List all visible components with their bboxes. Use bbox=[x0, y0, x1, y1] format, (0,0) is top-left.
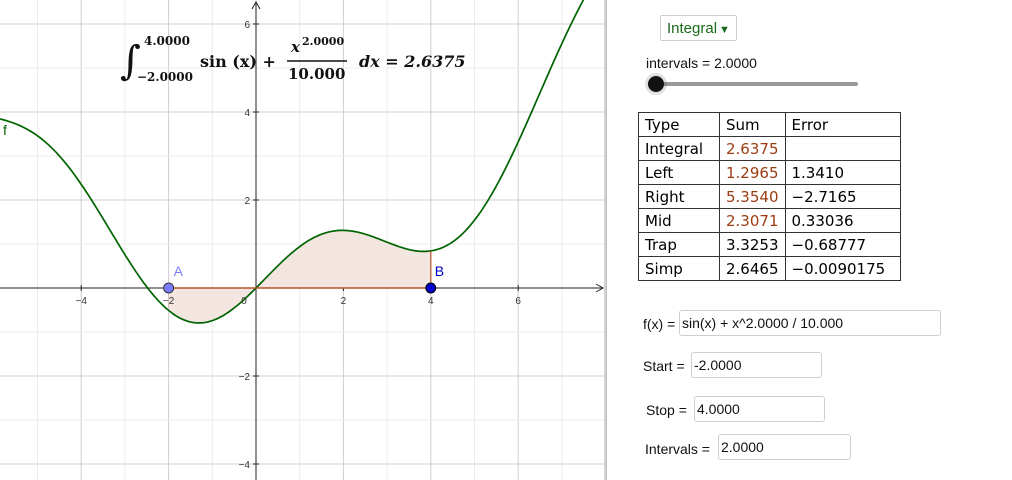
stop-label: Stop = bbox=[646, 402, 687, 418]
x-tick-label: 6 bbox=[515, 296, 521, 307]
intervals-label: Intervals = bbox=[645, 441, 710, 457]
table-cell: 2.3071 bbox=[719, 208, 786, 233]
table-header-cell: Error bbox=[784, 112, 901, 137]
table-row: Integral 2.6375 bbox=[638, 136, 901, 161]
integral-formula: ∫ 4.0000 −2.0000 sin (x) + x 2.0000 10.0… bbox=[120, 34, 466, 84]
fx-input[interactable]: sin(x) + x^2.0000 / 10.000 bbox=[679, 310, 941, 336]
table-cell: 2.6375 bbox=[719, 136, 786, 161]
y-tick-label: 2 bbox=[244, 196, 250, 207]
triangle-down-icon: ▼ bbox=[719, 24, 730, 36]
table-row: Left 1.2965 1.3410 bbox=[638, 160, 901, 185]
y-tick-label: −4 bbox=[239, 460, 251, 471]
integral-body: sin (x) + bbox=[200, 52, 276, 71]
tick-labels: −4 −2 0 2 4 6 6 4 2 −2 −4 bbox=[75, 20, 521, 471]
x-tick-label: 4 bbox=[428, 296, 434, 307]
integral-upper-limit: 4.0000 bbox=[144, 34, 190, 48]
y-tick-label: 4 bbox=[244, 108, 250, 119]
table-header-cell: Sum bbox=[719, 112, 786, 137]
intervals-slider-knob[interactable] bbox=[648, 76, 664, 92]
y-axis-arrow-icon bbox=[251, 0, 261, 10]
table-cell bbox=[784, 136, 901, 161]
function-curve-f[interactable] bbox=[0, 0, 604, 324]
table-cell: 5.3540 bbox=[719, 184, 786, 209]
table-cell: −0.68777 bbox=[784, 232, 901, 257]
integral-exponent: 2.0000 bbox=[302, 35, 344, 48]
table-cell: −0.0090175 bbox=[784, 256, 901, 281]
table-cell: 3.3253 bbox=[719, 232, 786, 257]
integral-lower-limit: −2.0000 bbox=[137, 70, 193, 84]
stop-input[interactable]: 4.0000 bbox=[694, 396, 825, 422]
point-a[interactable] bbox=[163, 282, 175, 294]
x-tick-label: 0 bbox=[241, 296, 247, 307]
table-cell: Right bbox=[638, 184, 720, 209]
y-tick-label: −2 bbox=[239, 372, 251, 383]
point-b[interactable] bbox=[425, 282, 437, 294]
y-tick-label: 6 bbox=[244, 20, 250, 31]
intervals-slider-label: intervals = 2.0000 bbox=[646, 55, 757, 71]
table-cell: Simp bbox=[638, 256, 720, 281]
method-dropdown-label: Integral bbox=[667, 20, 718, 37]
x-axis-arrow-icon bbox=[595, 283, 604, 293]
graphics-view[interactable]: −4 −2 0 2 4 6 6 4 2 −2 −4 f A B ∫ 4.0000 −2.0000 s… bbox=[0, 0, 604, 480]
table-header-cell: Type bbox=[638, 112, 720, 137]
x-tick-label: −4 bbox=[75, 296, 87, 307]
view-divider[interactable] bbox=[604, 0, 607, 480]
start-input[interactable]: -2.0000 bbox=[691, 352, 822, 378]
sums-table-body: Type Sum Error Integral 2.6375 Left 1.2965 1.34… bbox=[638, 112, 901, 281]
table-cell: 1.3410 bbox=[784, 160, 901, 185]
method-dropdown[interactable]: Integral ▼ bbox=[660, 15, 737, 41]
integral-result: dx = 2.6375 bbox=[359, 52, 466, 71]
table-cell: 0.33036 bbox=[784, 208, 901, 233]
point-b-label: B bbox=[435, 263, 444, 279]
table-cell: Mid bbox=[638, 208, 720, 233]
intervals-slider-track[interactable] bbox=[654, 82, 858, 86]
integral-denominator: 10.000 bbox=[288, 65, 345, 83]
table-row: Trap 3.3253 −0.68777 bbox=[638, 232, 901, 257]
intervals-input[interactable]: 2.0000 bbox=[718, 434, 851, 460]
start-label: Start = bbox=[643, 358, 685, 374]
table-cell: 1.2965 bbox=[719, 160, 786, 185]
table-cell: 2.6465 bbox=[719, 256, 786, 281]
table-row: Right 5.3540 −2.7165 bbox=[638, 184, 901, 209]
integral-sign: ∫ bbox=[120, 38, 141, 84]
table-cell: Trap bbox=[638, 232, 720, 257]
integral-numerator: x bbox=[290, 38, 301, 56]
algebra-panel: Integral ▼ intervals = 2.0000 Type Sum Erro… bbox=[608, 0, 1012, 480]
fx-label: f(x) = bbox=[643, 316, 676, 332]
table-header-row: Type Sum Error bbox=[638, 112, 901, 137]
x-tick-label: 2 bbox=[341, 296, 347, 307]
x-tick-label: −2 bbox=[163, 296, 175, 307]
function-label: f bbox=[3, 122, 7, 138]
table-cell: Left bbox=[638, 160, 720, 185]
sums-table: Type Sum Error Integral 2.6375 Left 1.2965 1.34… bbox=[638, 112, 901, 281]
point-a-label: A bbox=[174, 263, 184, 279]
table-cell: Integral bbox=[638, 136, 720, 161]
table-row: Mid 2.3071 0.33036 bbox=[638, 208, 901, 233]
table-cell: −2.7165 bbox=[784, 184, 901, 209]
table-row: Simp 2.6465 −0.0090175 bbox=[638, 256, 901, 281]
